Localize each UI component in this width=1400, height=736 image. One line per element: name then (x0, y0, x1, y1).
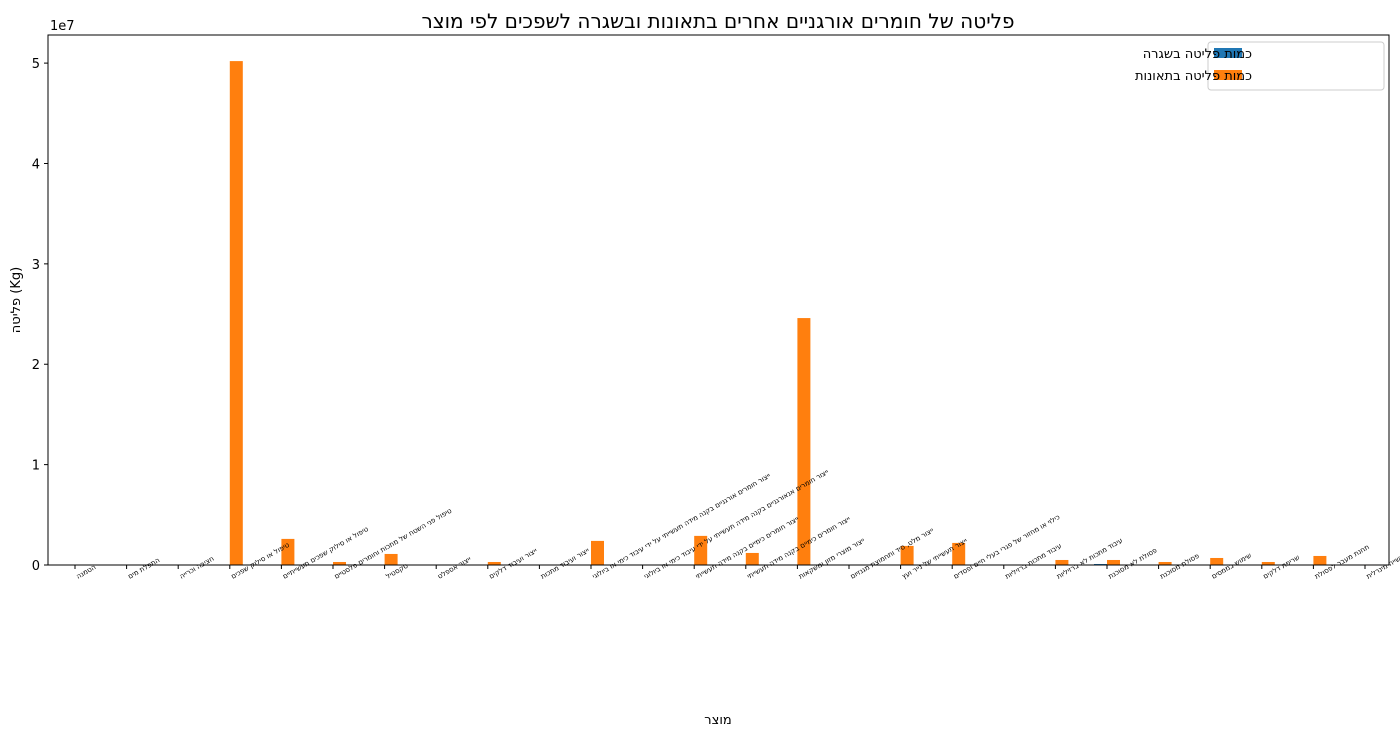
y-tick-label: 5 (32, 57, 40, 72)
bar-accidents-4 (281, 538, 295, 565)
bar-accidents-8 (487, 561, 501, 565)
legend-swatch-accidents (1214, 70, 1242, 80)
bar-accidents-3 (229, 61, 243, 566)
bar-accidents-5 (333, 561, 346, 565)
x-tick-label: התפלת מים (127, 556, 162, 581)
bar-accidents-13 (745, 552, 759, 565)
x-axis-label: מוצר (704, 713, 731, 728)
bar-accidents-20 (1107, 559, 1120, 565)
bars (229, 61, 1378, 566)
x-tick-label: ייצור אספלט (436, 555, 473, 581)
y-tick-label: 2 (32, 358, 40, 373)
legend-label-accidents: כמות פליטה בתאונות (1135, 69, 1252, 84)
y-tick-label: 1 (32, 459, 40, 474)
y-scale-label: 1e7 (50, 19, 75, 34)
bar-routine-20 (1094, 563, 1107, 565)
x-tick-label: ייצור מלט, סיד ותחמוצת מגנזיום (849, 526, 936, 581)
plot-frame (47, 34, 1390, 566)
y-tick-label: 3 (32, 258, 40, 273)
y-ticks: 0 1 2 3 4 5 (32, 57, 48, 574)
legend-swatch-routine (1214, 48, 1242, 58)
bar-accidents-23 (1261, 561, 1275, 565)
x-ticks: הטמנה התפלת מים חציבה וכרייה טיפול או סילוק… (74, 468, 1400, 581)
legend-box (1207, 41, 1385, 91)
x-tick-label: שימוש בממסים (1210, 551, 1253, 580)
bar-accidents-17 (952, 542, 966, 565)
x-tick-label: ייצור ועיבוד מתכות (539, 546, 591, 581)
x-tick-label: ייצור חומרים כימיים בקנה מידה תעשייתי (694, 515, 800, 581)
bar-accidents-22 (1210, 557, 1224, 565)
bar-accidents-19 (1055, 559, 1069, 565)
x-tick-label: טיפול או סילוק שפכים תעשייתיים (281, 525, 370, 581)
legend-label-routine: כמות פליטה בשגרה (1143, 47, 1252, 62)
x-tick-label: שריפת דלקים (1262, 553, 1301, 580)
bar-accidents-16 (900, 545, 914, 565)
y-tick-label: 4 (32, 157, 40, 172)
bar-accidents-10 (591, 540, 604, 565)
bar-accidents-12 (694, 535, 708, 565)
y-tick-label: 0 (32, 559, 40, 574)
x-tick-label: כילוי או מחזור של פגרי בעלי חיים ופסדים (952, 513, 1061, 581)
y-axis-label: פליטה (Kg) (9, 267, 24, 333)
x-tick-label: חציבה וכרייה (178, 555, 215, 581)
x-tick-label: הטמנה (75, 563, 97, 581)
bar-accidents-6 (384, 553, 398, 565)
bar-accidents-24 (1313, 555, 1327, 565)
bar-accidents-14 (797, 318, 811, 565)
x-tick-label: ייצור חומרים אורגניים בקנה מידה תעשייתי … (591, 471, 772, 580)
legend: כמות פליטה בשגרה כמות פליטה בתאונות (1135, 41, 1385, 91)
x-tick-label: פסולת מסוכנת (1159, 552, 1201, 581)
chart-title: פליטה של חומרים אורגניים אחרים בתאונות ו… (421, 9, 1014, 33)
bar-accidents-21 (1158, 561, 1172, 565)
